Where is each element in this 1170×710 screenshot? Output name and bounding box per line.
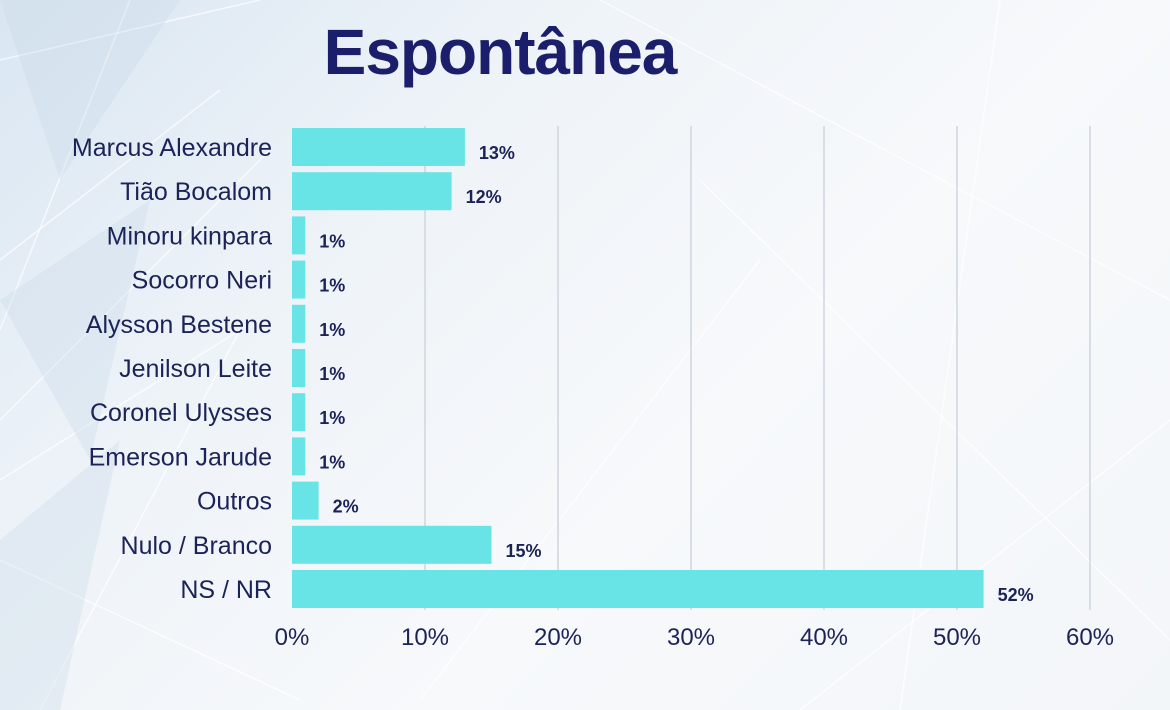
data-label: 52% bbox=[998, 585, 1034, 605]
data-label: 1% bbox=[319, 320, 345, 340]
category-label: Jenilson Leite bbox=[119, 355, 272, 383]
category-label: Marcus Alexandre bbox=[72, 134, 272, 162]
data-label: 15% bbox=[506, 541, 542, 561]
data-label: 12% bbox=[466, 187, 502, 207]
category-label: Tião Bocalom bbox=[120, 178, 272, 206]
bar bbox=[292, 437, 306, 476]
grid-lines bbox=[424, 126, 1091, 610]
bar bbox=[292, 525, 492, 564]
x-tick-label: 60% bbox=[1066, 624, 1114, 651]
category-label: Emerson Jarude bbox=[89, 443, 272, 471]
bar bbox=[292, 304, 306, 343]
bar bbox=[292, 216, 306, 255]
category-labels: Marcus Alexandre Tião Bocalom Minoru kinpa… bbox=[72, 134, 272, 604]
data-label: 2% bbox=[333, 497, 359, 517]
data-label: 13% bbox=[479, 143, 515, 163]
x-tick-label: 40% bbox=[800, 624, 848, 651]
bar bbox=[292, 349, 306, 387]
data-label: 1% bbox=[319, 408, 345, 428]
data-label: 1% bbox=[319, 364, 345, 384]
bar bbox=[292, 393, 306, 432]
x-tick-label: 10% bbox=[401, 624, 449, 651]
category-label: NS / NR bbox=[180, 576, 272, 604]
bar bbox=[292, 260, 306, 299]
chart-title: Espontânea bbox=[323, 16, 678, 88]
category-label: Alysson Bestene bbox=[86, 311, 272, 339]
bar bbox=[292, 172, 452, 211]
x-tick-label: 20% bbox=[534, 624, 582, 651]
value-labels: 13% 12% 1% 1% 1% 1% 1% 1% 2% 15% 52% bbox=[319, 143, 1033, 605]
data-label: 1% bbox=[319, 231, 345, 251]
data-label: 1% bbox=[319, 452, 345, 472]
category-label: Minoru kinpara bbox=[107, 222, 272, 250]
category-label: Outros bbox=[197, 488, 272, 516]
bar bbox=[292, 570, 984, 608]
x-tick-label: 0% bbox=[275, 624, 310, 651]
bars bbox=[292, 128, 984, 608]
x-tick-label: 30% bbox=[667, 624, 715, 651]
x-tick-label: 50% bbox=[933, 624, 981, 651]
category-label: Socorro Neri bbox=[132, 267, 272, 295]
category-label: Coronel Ulysses bbox=[90, 399, 272, 427]
x-axis-ticks: 0% 10% 20% 30% 40% 50% 60% bbox=[275, 624, 1114, 651]
data-label: 1% bbox=[319, 276, 345, 296]
bar bbox=[292, 128, 465, 166]
category-label: Nulo / Branco bbox=[121, 532, 272, 560]
bar bbox=[292, 481, 319, 520]
